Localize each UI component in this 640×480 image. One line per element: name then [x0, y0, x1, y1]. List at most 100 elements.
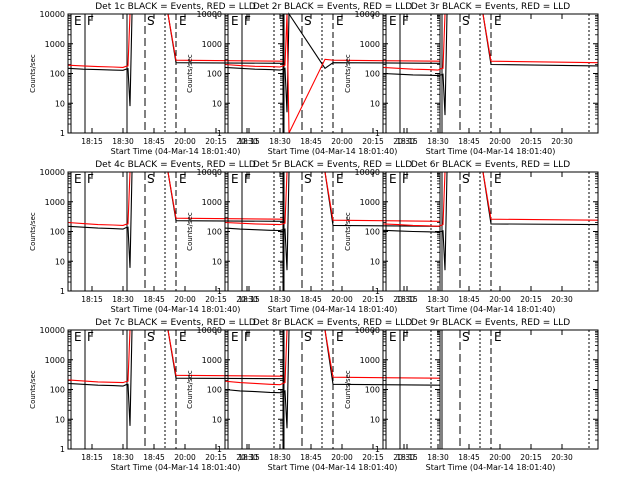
time-marker-label: F	[244, 172, 251, 186]
time-marker-label: E	[231, 14, 239, 28]
time-marker-label: E	[179, 172, 187, 186]
x-tick-label: 18:45	[143, 137, 165, 146]
y-tick-label: 100	[50, 228, 65, 237]
time-marker-label: E	[231, 330, 239, 344]
time-marker-label: F	[87, 14, 94, 28]
y-axis-label: Counts/sec	[29, 370, 37, 409]
y-tick-label: 10000	[355, 168, 380, 177]
time-marker-label: E	[179, 14, 187, 28]
y-tick-label: 100	[207, 70, 222, 79]
plot-frame	[67, 13, 284, 134]
y-tick-label: 1	[217, 287, 222, 296]
x-tick-label: 20:15	[520, 295, 542, 304]
series-line-events	[224, 12, 441, 113]
y-tick-label: 100	[365, 228, 380, 237]
y-tick-label: 10000	[40, 168, 65, 177]
x-tick-label: 20:30	[236, 137, 258, 146]
x-tick-label: 18:30	[112, 295, 134, 304]
y-tick-label: 1000	[202, 40, 222, 49]
x-tick-label: 18:15	[396, 295, 418, 304]
time-marker-label: E	[389, 330, 397, 344]
time-marker-label: S	[462, 14, 470, 28]
x-tick-label: 20:15	[362, 453, 384, 462]
plot-frame	[382, 329, 599, 450]
x-tick-label: 20:15	[520, 453, 542, 462]
time-marker-label: F	[244, 14, 251, 28]
time-marker-label: S	[304, 330, 312, 344]
y-tick-label: 10	[370, 257, 380, 266]
panel-2: Det 2r BLACK = Events, RED = LLD Counts/s…	[186, 2, 441, 156]
y-tick-label: 10000	[355, 10, 380, 19]
series-line-lld	[224, 329, 441, 386]
time-marker-label: S	[462, 330, 470, 344]
y-tick-label: 10	[55, 415, 65, 424]
y-tick-label: 1000	[45, 356, 65, 365]
time-marker-label: E	[231, 172, 239, 186]
panel-5: Det 5r BLACK = Events, RED = LLD Counts/s…	[186, 160, 441, 314]
y-tick-label: 1000	[202, 356, 222, 365]
x-axis-label: Start Time (04-Mar-14 18:01:40)	[111, 147, 241, 156]
plot-frame	[67, 171, 284, 292]
x-tick-label: 20:30	[551, 295, 573, 304]
y-tick-label: 100	[50, 386, 65, 395]
series-line-lld	[67, 171, 284, 226]
panel-title: Det 4c BLACK = Events, RED = LLD	[95, 160, 256, 170]
x-tick-label: 20:15	[520, 137, 542, 146]
x-tick-label: 18:30	[112, 137, 134, 146]
x-tick-label: 18:30	[427, 453, 449, 462]
panel-title: Det 8r BLACK = Events, RED = LLD	[253, 318, 412, 328]
x-tick-label: 18:45	[300, 137, 322, 146]
time-marker-label: E	[389, 14, 397, 28]
y-tick-label: 1	[375, 129, 380, 138]
x-tick-label: 20:15	[362, 295, 384, 304]
y-tick-label: 10	[212, 99, 222, 108]
x-tick-label: 20:00	[489, 137, 511, 146]
x-axis-label: Start Time (04-Mar-14 18:01:40)	[111, 305, 241, 314]
x-tick-label: 20:30	[393, 453, 415, 462]
y-tick-label: 1	[375, 287, 380, 296]
x-axis-label: Start Time (04-Mar-14 18:01:40)	[426, 305, 556, 314]
panel-title: Det 1c BLACK = Events, RED = LLD	[95, 2, 256, 12]
time-marker-label: E	[74, 172, 82, 186]
time-marker-label: E	[336, 330, 344, 344]
panel-title: Det 9r BLACK = Events, RED = LLD	[411, 318, 570, 328]
series-line-lld	[224, 13, 441, 134]
y-axis-label: Counts/sec	[186, 370, 194, 409]
x-tick-label: 18:30	[269, 295, 291, 304]
y-axis-label: Counts/sec	[29, 54, 37, 93]
time-marker-label: E	[74, 14, 82, 28]
x-axis-label: Start Time (04-Mar-14 18:01:40)	[426, 463, 556, 472]
x-tick-label: 18:15	[81, 453, 103, 462]
y-axis-label: Counts/sec	[344, 212, 352, 251]
time-marker-label: E	[336, 172, 344, 186]
x-tick-label: 20:00	[331, 295, 353, 304]
panel-title: Det 3r BLACK = Events, RED = LLD	[411, 2, 570, 12]
time-marker-label: E	[494, 330, 502, 344]
y-tick-label: 10000	[355, 326, 380, 335]
y-tick-label: 10	[55, 99, 65, 108]
y-tick-label: 1000	[360, 356, 380, 365]
x-axis-label: Start Time (04-Mar-14 18:01:40)	[111, 463, 241, 472]
plot-frame	[382, 13, 599, 134]
x-tick-label: 18:15	[238, 295, 260, 304]
y-tick-label: 1	[217, 445, 222, 454]
y-tick-label: 10	[55, 257, 65, 266]
time-marker-label: F	[402, 172, 409, 186]
y-tick-label: 10	[370, 99, 380, 108]
y-tick-label: 1000	[360, 40, 380, 49]
y-tick-label: 10000	[197, 168, 222, 177]
x-tick-label: 20:15	[362, 137, 384, 146]
time-marker-label: S	[147, 172, 155, 186]
x-tick-label: 20:00	[174, 453, 196, 462]
x-tick-label: 18:30	[112, 453, 134, 462]
plot-frame	[382, 171, 599, 292]
y-tick-label: 1000	[45, 198, 65, 207]
panel-title: Det 7c BLACK = Events, RED = LLD	[95, 318, 256, 328]
series-line-lld	[67, 13, 284, 68]
series-line-lld	[382, 171, 599, 227]
x-tick-label: 20:30	[551, 137, 573, 146]
y-tick-label: 10	[212, 257, 222, 266]
x-tick-label: 18:45	[143, 295, 165, 304]
plot-frame	[224, 329, 441, 450]
y-tick-label: 10000	[197, 10, 222, 19]
